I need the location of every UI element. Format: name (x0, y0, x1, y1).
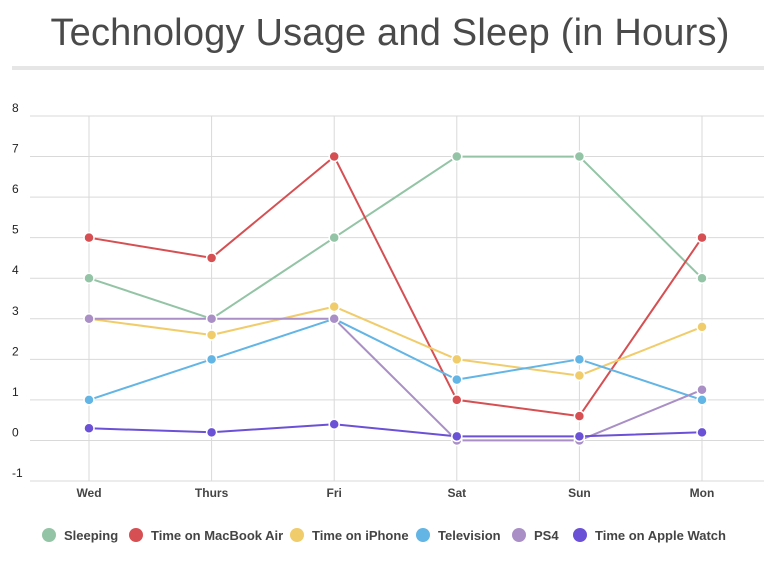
legend-item[interactable]: Time on MacBook Air (129, 524, 283, 546)
data-point (573, 353, 586, 366)
legend-item[interactable]: PS4 (512, 524, 559, 546)
legend-swatch (42, 528, 56, 542)
x-tick-label: Wed (76, 486, 101, 500)
y-tick-label: 0 (12, 425, 19, 439)
data-point (696, 384, 708, 396)
data-point (205, 426, 218, 439)
series-line (88, 155, 703, 320)
data-point (451, 150, 463, 163)
legend-swatch (290, 528, 304, 542)
data-point (451, 394, 463, 406)
data-point (328, 300, 340, 313)
data-point (696, 321, 708, 333)
chart-legend: Sleeping Time on MacBook Air Time on iPhon… (0, 524, 780, 546)
title-divider (12, 66, 764, 70)
data-point (83, 394, 95, 406)
y-tick-label: 4 (12, 263, 19, 277)
data-point (83, 313, 95, 325)
y-tick-label: 5 (12, 223, 19, 237)
x-tick-label: Fri (327, 486, 342, 500)
legend-item[interactable]: Television (416, 524, 501, 546)
data-point (696, 231, 708, 244)
data-point (328, 418, 340, 430)
data-point (451, 373, 463, 386)
y-tick-label: 8 (12, 101, 19, 115)
series-1 (83, 150, 708, 422)
legend-swatch (129, 528, 143, 542)
data-point (696, 272, 708, 284)
x-tick-label: Thurs (195, 486, 229, 500)
legend-label: Time on Apple Watch (595, 527, 726, 543)
legend-item[interactable]: Time on Apple Watch (573, 524, 726, 546)
y-tick-label: 7 (12, 142, 19, 156)
series-line (88, 155, 703, 418)
x-tick-label: Sun (568, 486, 591, 500)
data-point (573, 410, 586, 422)
data-point (451, 353, 463, 366)
data-point (328, 231, 340, 244)
legend-label: PS4 (534, 527, 559, 543)
data-point (328, 313, 340, 325)
data-point (696, 426, 708, 439)
legend-swatch (573, 528, 587, 542)
legend-label: Sleeping (64, 527, 119, 543)
y-tick-label: 2 (12, 344, 19, 358)
x-tick-label: Sat (447, 486, 466, 500)
legend-label: Time on iPhone (312, 527, 409, 543)
data-point (573, 369, 586, 382)
series-2 (83, 300, 708, 382)
data-point (205, 252, 218, 264)
data-point (205, 313, 218, 325)
data-point (328, 150, 340, 163)
y-tick-label: -1 (12, 466, 23, 480)
chart-title: Technology Usage and Sleep (in Hours) (50, 12, 730, 54)
data-point (83, 422, 95, 435)
x-tick-label: Mon (690, 486, 715, 500)
legend-item[interactable]: Time on iPhone (290, 524, 409, 546)
legend-swatch (416, 528, 430, 542)
legend-label: Time on MacBook Air (151, 527, 284, 543)
y-tick-label: 3 (12, 304, 19, 318)
data-point (451, 430, 463, 443)
legend-label: Television (438, 527, 501, 543)
data-point (83, 272, 95, 284)
data-point (205, 353, 218, 366)
data-point (696, 394, 708, 406)
series-line (88, 305, 703, 377)
legend-swatch (512, 528, 526, 542)
data-point (573, 150, 586, 163)
series-line (89, 317, 703, 442)
series-line (88, 423, 703, 438)
y-tick-label: 6 (12, 182, 19, 196)
y-tick-label: 1 (12, 385, 19, 399)
data-point (573, 430, 586, 443)
data-point (83, 231, 95, 244)
series-line (88, 317, 703, 401)
legend-item[interactable]: Sleeping (42, 524, 118, 546)
series-5 (83, 418, 708, 443)
data-point (205, 329, 218, 341)
